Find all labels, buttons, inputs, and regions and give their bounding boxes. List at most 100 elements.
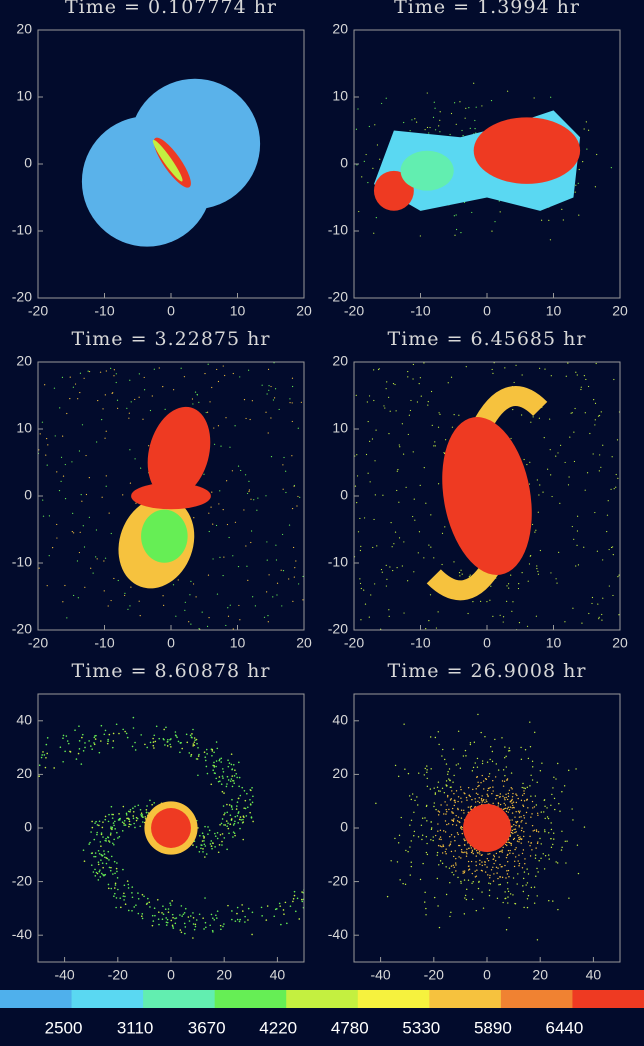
particle <box>223 824 225 826</box>
particle <box>233 822 236 825</box>
particle <box>503 797 506 799</box>
particle <box>455 857 457 860</box>
particle <box>512 832 514 835</box>
particle <box>471 851 474 853</box>
particle <box>230 763 233 766</box>
particle <box>457 876 459 879</box>
particle <box>592 453 594 455</box>
particle <box>611 456 613 458</box>
particle <box>103 733 106 736</box>
particle <box>78 740 81 742</box>
particle <box>555 578 557 580</box>
panel-title: Time = 1.3994 hr <box>394 0 580 18</box>
particle <box>113 895 115 898</box>
particle <box>221 844 223 846</box>
particle <box>507 849 510 852</box>
particle <box>511 825 513 827</box>
particle <box>218 759 221 762</box>
particle <box>529 845 531 847</box>
particle <box>228 832 230 835</box>
particle <box>78 748 81 750</box>
particle <box>78 450 81 452</box>
particle <box>232 824 235 826</box>
particle <box>114 892 116 895</box>
particle <box>156 898 159 901</box>
particle <box>469 806 472 808</box>
particle <box>209 924 211 927</box>
particle <box>369 440 371 442</box>
particle <box>100 724 103 727</box>
particle <box>93 838 96 841</box>
particle <box>443 792 446 794</box>
particle <box>148 445 150 447</box>
particle <box>450 834 453 836</box>
particle <box>274 388 277 390</box>
particle <box>90 864 93 866</box>
particle <box>516 883 518 885</box>
particle <box>77 752 80 755</box>
particle <box>130 401 132 403</box>
particle <box>521 867 524 869</box>
particle <box>128 823 131 826</box>
particle <box>252 795 254 798</box>
particle <box>471 882 473 884</box>
particle <box>505 843 507 846</box>
particle <box>425 907 427 910</box>
particle <box>132 815 135 817</box>
particle <box>363 517 366 519</box>
particle <box>506 882 509 884</box>
particle <box>164 408 166 410</box>
contact <box>152 139 183 182</box>
particle <box>557 908 559 911</box>
particle <box>292 385 294 388</box>
particle <box>424 901 426 903</box>
particle <box>549 418 551 420</box>
particle <box>125 814 128 816</box>
particle <box>500 866 502 868</box>
particle <box>564 840 566 842</box>
x-tick-label: 20 <box>532 967 548 983</box>
x-tick-label: 0 <box>483 303 491 319</box>
particle <box>520 799 523 802</box>
particle <box>193 928 196 931</box>
colorbar-label: 3670 <box>188 1018 226 1037</box>
particle <box>438 811 441 813</box>
particle <box>407 433 409 436</box>
particle <box>88 843 90 845</box>
particle <box>511 610 513 612</box>
particle <box>227 765 230 768</box>
particle <box>231 775 234 777</box>
particle <box>458 821 460 823</box>
particle <box>537 511 539 513</box>
particle <box>241 910 244 912</box>
particle <box>484 735 486 738</box>
particle <box>99 876 102 878</box>
particle <box>254 605 256 607</box>
particle <box>179 914 181 916</box>
particle <box>238 785 240 788</box>
colorbar-segment <box>214 990 287 1008</box>
particle <box>272 596 274 598</box>
particle <box>453 215 455 217</box>
particle <box>124 592 126 595</box>
particle <box>149 409 152 412</box>
particle <box>450 786 452 788</box>
particle <box>618 574 620 576</box>
particle <box>445 785 448 787</box>
particle <box>83 546 86 548</box>
particle <box>547 817 550 820</box>
particle <box>211 929 214 932</box>
particle <box>56 537 58 539</box>
particle <box>102 866 104 869</box>
particle <box>240 469 242 472</box>
particle <box>97 879 100 881</box>
particle <box>270 417 272 419</box>
particle <box>234 834 236 837</box>
particle <box>208 530 210 533</box>
particle <box>597 415 600 417</box>
particle <box>550 375 552 377</box>
particle <box>479 853 481 855</box>
particle <box>439 111 441 113</box>
particle <box>487 874 489 876</box>
particle <box>600 466 602 468</box>
